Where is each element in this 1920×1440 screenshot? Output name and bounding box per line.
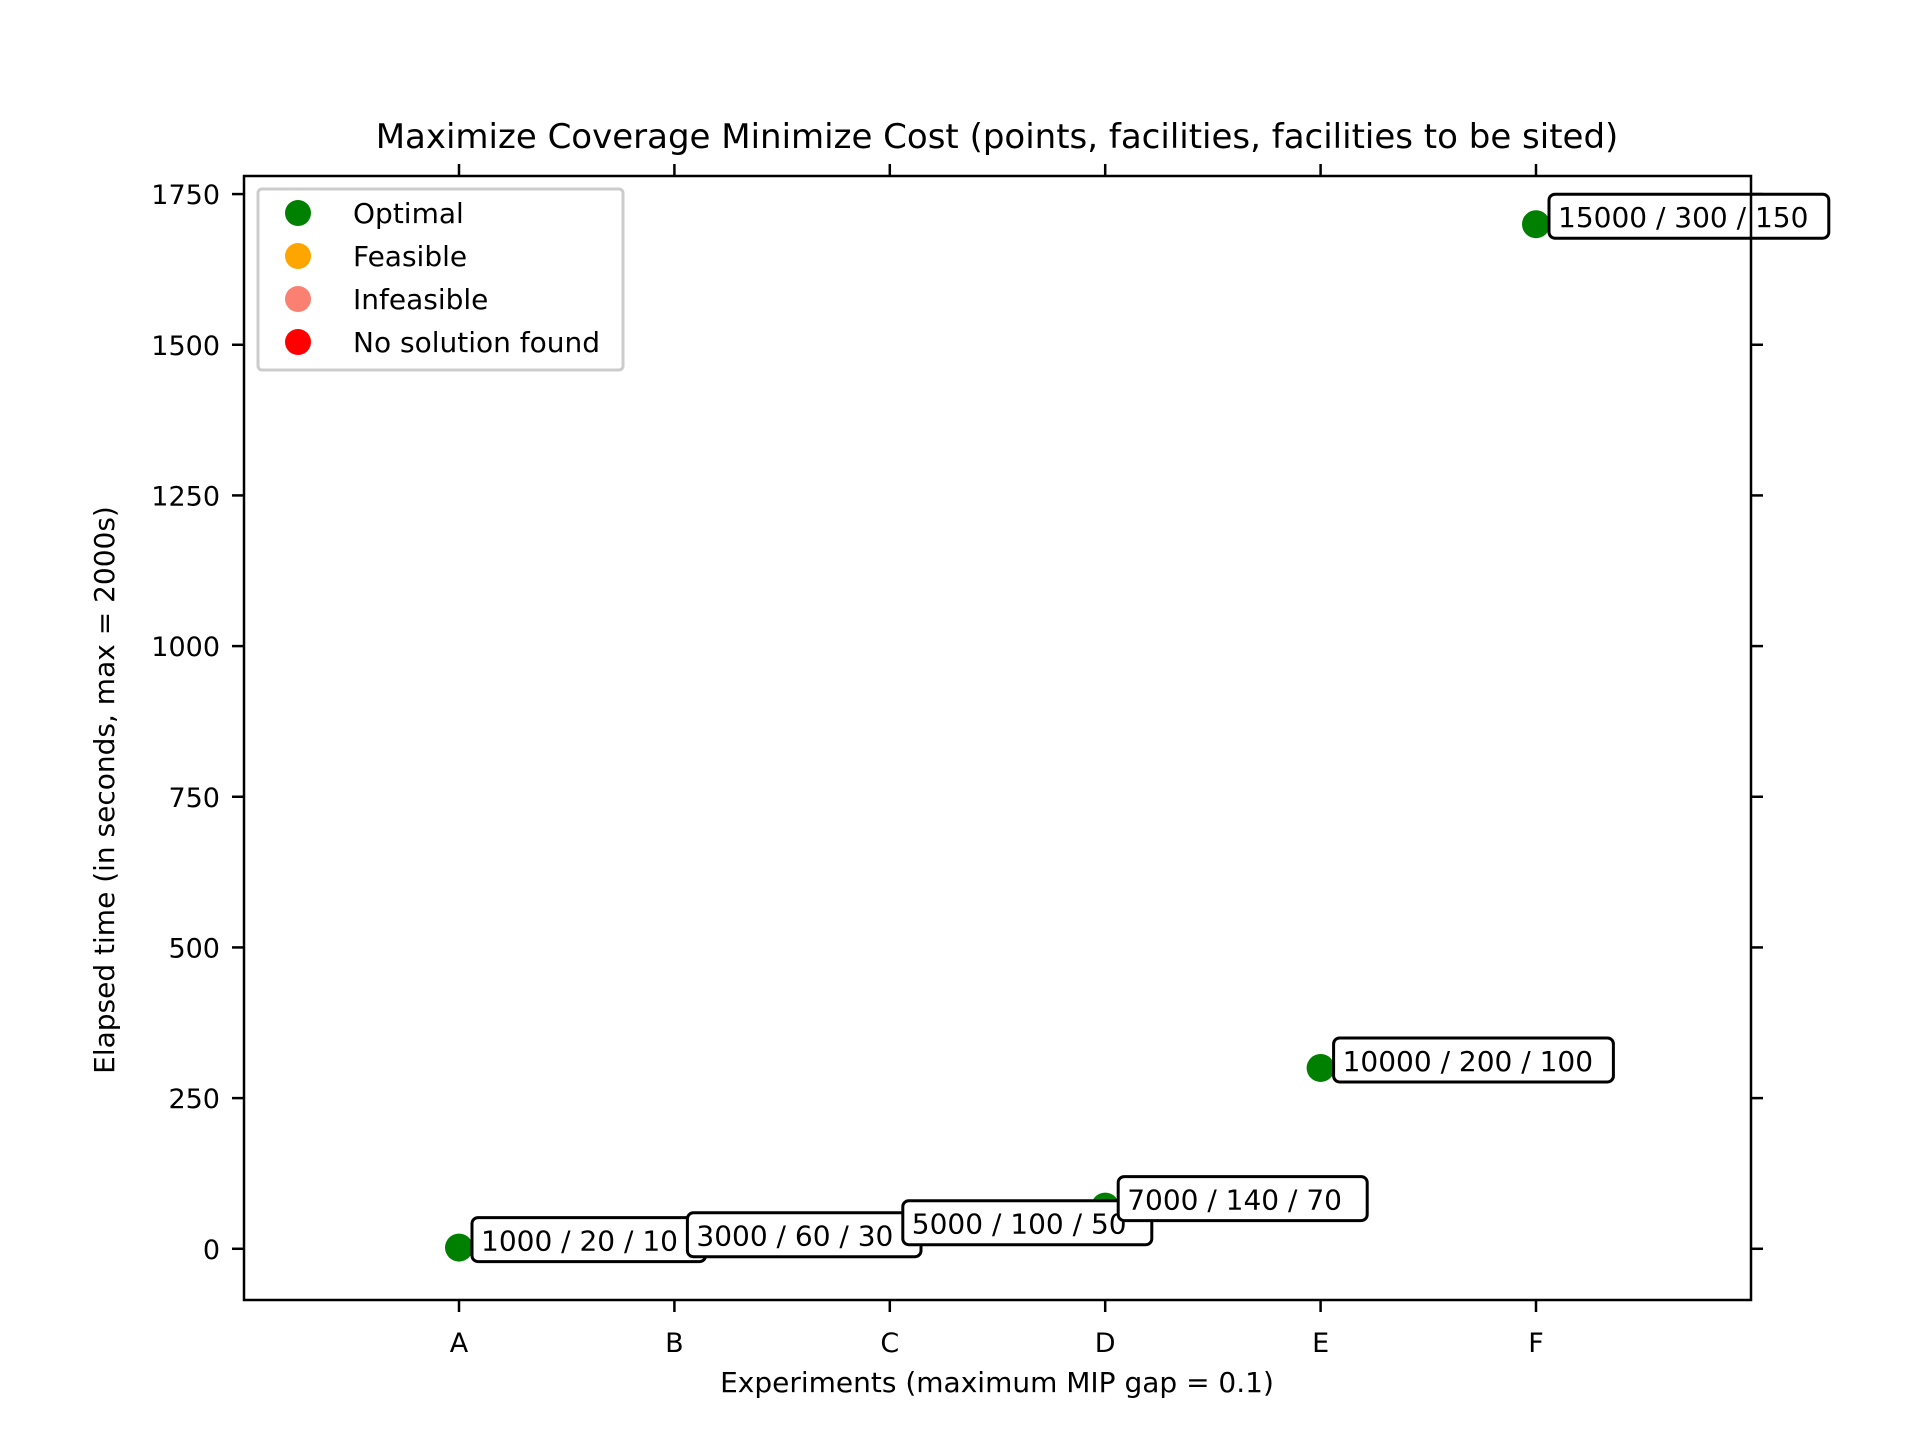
plot-frame	[242, 174, 1753, 1302]
x-tick-label: D	[1095, 1328, 1116, 1359]
data-point	[1306, 1053, 1335, 1082]
legend-marker	[285, 243, 311, 269]
annotation-box	[1547, 192, 1831, 240]
legend-label: No solution found	[353, 326, 600, 359]
axis-ticks: A B C D E F 0 250 500 750 1000 1250 1500 1750	[151, 164, 1763, 1359]
x-tick-label: F	[1528, 1328, 1544, 1359]
y-tick-label: 250	[168, 1084, 220, 1115]
y-tick-label: 1500	[151, 331, 220, 362]
legend-marker	[285, 286, 311, 312]
y-axis-label: Elapsed time (in seconds, max = 2000s)	[88, 506, 121, 1074]
annotation-box	[1116, 1175, 1369, 1223]
y-tick-label: 1750	[151, 180, 220, 211]
annotation-label: 7000 / 140 / 70	[1127, 1184, 1342, 1217]
annotation-label: 5000 / 100 / 50	[912, 1208, 1127, 1241]
x-tick-label: E	[1312, 1328, 1329, 1359]
point-annotation: 3000 / 60 / 30	[685, 1211, 923, 1259]
annotation-label: 10000 / 200 / 100	[1343, 1045, 1593, 1078]
chart-title: Maximize Coverage Minimize Cost (points,…	[376, 117, 1619, 157]
y-tick-label: 1000	[151, 632, 220, 663]
point-annotation: 10000 / 200 / 100	[1332, 1036, 1615, 1084]
legend-marker	[285, 200, 311, 226]
annotation-label: 3000 / 60 / 30	[696, 1220, 893, 1253]
point-annotation: 1000 / 20 / 10	[470, 1216, 708, 1264]
annotation-box	[1332, 1036, 1615, 1084]
y-tick-label: 0	[203, 1235, 220, 1266]
legend: Optimal Feasible Infeasible No solution fou…	[256, 187, 625, 372]
annotation-label: 15000 / 300 / 150	[1558, 201, 1808, 234]
point-annotation: 15000 / 300 / 150	[1547, 192, 1831, 240]
x-tick-label: C	[880, 1328, 899, 1359]
data-point	[445, 1233, 473, 1262]
point-annotation: 7000 / 140 / 70	[1116, 1175, 1369, 1223]
y-tick-label: 500	[168, 933, 220, 964]
point-annotation: 5000 / 100 / 50	[901, 1199, 1154, 1247]
annotation-box	[901, 1199, 1154, 1247]
legend-label: Infeasible	[353, 283, 488, 316]
legend-marker	[285, 329, 311, 355]
x-axis-label: Experiments (maximum MIP gap = 0.1)	[720, 1366, 1274, 1399]
point-annotations: 1000 / 20 / 10 3000 / 60 / 30 5000 / 100 /…	[470, 192, 1831, 1264]
x-tick-label: A	[450, 1328, 469, 1359]
legend-label: Optimal	[353, 197, 464, 230]
y-tick-label: 1250	[151, 481, 220, 512]
legend-box	[256, 187, 625, 372]
y-tick-label: 750	[168, 783, 220, 814]
data-point	[1522, 210, 1550, 239]
annotation-label: 1000 / 20 / 10	[481, 1225, 678, 1258]
legend-label: Feasible	[353, 240, 467, 273]
x-tick-label: B	[665, 1328, 684, 1359]
